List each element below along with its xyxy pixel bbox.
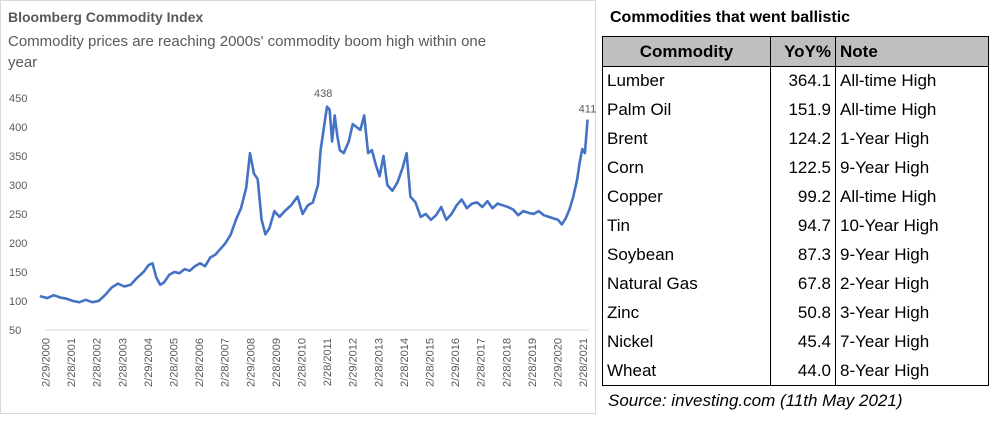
cell-yoy: 44.0 bbox=[770, 356, 836, 386]
cell-commodity: Corn bbox=[602, 153, 771, 183]
y-tick-label: 100 bbox=[9, 296, 27, 308]
commodity-table: Commodity YoY% Note Lumber 364.1 All-time … bbox=[602, 36, 989, 386]
cell-note: 9-Year High bbox=[835, 240, 989, 270]
cell-commodity: Zinc bbox=[602, 298, 771, 328]
table-row: Copper 99.2 All-time High bbox=[602, 182, 989, 212]
cell-commodity: Nickel bbox=[602, 327, 771, 357]
y-tick-label: 50 bbox=[9, 325, 21, 337]
header-yoy: YoY% bbox=[770, 36, 836, 67]
annotations: 438 411 bbox=[314, 88, 596, 116]
cell-commodity: Soybean bbox=[602, 240, 771, 270]
cell-yoy: 45.4 bbox=[770, 327, 836, 357]
x-tick-label: 2/28/2011 bbox=[322, 338, 334, 386]
x-tick-label: 2/29/2008 bbox=[245, 338, 257, 387]
y-tick-label: 350 bbox=[9, 151, 27, 163]
header-note: Note bbox=[835, 36, 989, 67]
cell-yoy: 151.9 bbox=[770, 95, 836, 125]
cell-commodity: Copper bbox=[602, 182, 771, 212]
y-tick-label: 400 bbox=[9, 122, 27, 134]
cell-note: 1-Year High bbox=[835, 124, 989, 154]
x-tick-label: 2/28/2014 bbox=[399, 338, 411, 387]
header-commodity: Commodity bbox=[602, 36, 771, 67]
x-tick-label: 2/29/2012 bbox=[348, 338, 360, 387]
cell-yoy: 67.8 bbox=[770, 269, 836, 299]
x-tick-label: 2/29/2020 bbox=[553, 338, 565, 387]
cell-note: 3-Year High bbox=[835, 298, 989, 328]
table-row: Tin 94.7 10-Year High bbox=[602, 211, 989, 241]
table-row: Palm Oil 151.9 All-time High bbox=[602, 95, 989, 125]
table-row: Lumber 364.1 All-time High bbox=[602, 66, 989, 96]
x-tick-label: 2/28/2007 bbox=[220, 338, 232, 387]
series-group bbox=[39, 105, 589, 304]
data-label: 411 bbox=[579, 104, 597, 116]
x-axis: 2/29/2000 2/28/2001 2/28/2002 2/28/2003 2/29… bbox=[41, 329, 590, 387]
y-tick-label: 200 bbox=[9, 238, 27, 250]
x-tick-label: 2/28/2017 bbox=[476, 338, 488, 387]
y-axis: 50 100 150 200 250 300 350 400 450 bbox=[9, 93, 27, 337]
cell-yoy: 122.5 bbox=[770, 153, 836, 183]
cell-commodity: Wheat bbox=[602, 356, 771, 386]
x-tick-label: 2/28/2001 bbox=[66, 338, 78, 387]
y-tick-label: 300 bbox=[9, 180, 27, 192]
cell-note: All-time High bbox=[835, 95, 989, 125]
cell-commodity: Natural Gas bbox=[602, 269, 771, 299]
x-tick-label: 2/28/2018 bbox=[501, 338, 513, 387]
cell-yoy: 99.2 bbox=[770, 182, 836, 212]
cell-yoy: 124.2 bbox=[770, 124, 836, 154]
table-row: Nickel 45.4 7-Year High bbox=[602, 327, 989, 357]
x-tick-label: 2/28/2009 bbox=[271, 338, 283, 387]
cell-yoy: 87.3 bbox=[770, 240, 836, 270]
cell-commodity: Tin bbox=[602, 211, 771, 241]
series-line bbox=[39, 105, 589, 304]
data-label: 438 bbox=[314, 88, 332, 100]
x-tick-label: 2/28/2021 bbox=[578, 338, 590, 387]
cell-note: 8-Year High bbox=[835, 356, 989, 386]
table-row: Zinc 50.8 3-Year High bbox=[602, 298, 989, 328]
source-note: Source: investing.com (11th May 2021) bbox=[608, 391, 903, 410]
cell-note: 7-Year High bbox=[835, 327, 989, 357]
cell-note: All-time High bbox=[835, 182, 989, 212]
y-tick-label: 150 bbox=[9, 267, 27, 279]
x-tick-label: 2/28/2003 bbox=[117, 338, 129, 387]
cell-note: All-time High bbox=[835, 66, 989, 96]
chart-subtitle: Commodity prices are reaching 2000s' com… bbox=[8, 33, 487, 71]
x-tick-label: 2/28/2002 bbox=[92, 338, 104, 387]
cell-note: 9-Year High bbox=[835, 153, 989, 183]
cell-yoy: 364.1 bbox=[770, 66, 836, 96]
x-tick-label: 2/28/2015 bbox=[425, 338, 437, 387]
x-tick-label: 2/29/2016 bbox=[450, 338, 462, 387]
x-tick-label: 2/29/2000 bbox=[41, 338, 53, 387]
cell-commodity: Lumber bbox=[602, 66, 771, 96]
y-tick-label: 450 bbox=[9, 93, 27, 105]
chart-panel: Bloomberg Commodity Index Commodity pric… bbox=[0, 0, 596, 414]
line-chart: 50 100 150 200 250 300 350 400 450 2/29/2000 2/28… bbox=[9, 88, 596, 387]
table-title: Commodities that went ballistic bbox=[610, 9, 851, 26]
x-tick-label: 2/28/2013 bbox=[373, 338, 385, 387]
table-row: Soybean 87.3 9-Year High bbox=[602, 240, 989, 270]
x-tick-label: 2/29/2004 bbox=[143, 338, 155, 387]
x-tick-label: 2/28/2006 bbox=[194, 338, 206, 387]
cell-yoy: 94.7 bbox=[770, 211, 836, 241]
chart-title: Bloomberg Commodity Index bbox=[8, 9, 204, 25]
cell-note: 10-Year High bbox=[835, 211, 989, 241]
table-row: Wheat 44.0 8-Year High bbox=[602, 356, 989, 386]
table-row: Corn 122.5 9-Year High bbox=[602, 153, 989, 183]
cell-note: 2-Year High bbox=[835, 269, 989, 299]
table-header-row: Commodity YoY% Note bbox=[602, 36, 989, 67]
table-row: Natural Gas 67.8 2-Year High bbox=[602, 269, 989, 299]
cell-commodity: Brent bbox=[602, 124, 771, 154]
x-tick-label: 2/28/2019 bbox=[527, 338, 539, 387]
x-tick-label: 2/28/2010 bbox=[297, 338, 309, 387]
table-row: Brent 124.2 1-Year High bbox=[602, 124, 989, 154]
y-tick-label: 250 bbox=[9, 209, 27, 221]
cell-yoy: 50.8 bbox=[770, 298, 836, 328]
x-tick-label: 2/28/2005 bbox=[169, 338, 181, 387]
cell-commodity: Palm Oil bbox=[602, 95, 771, 125]
